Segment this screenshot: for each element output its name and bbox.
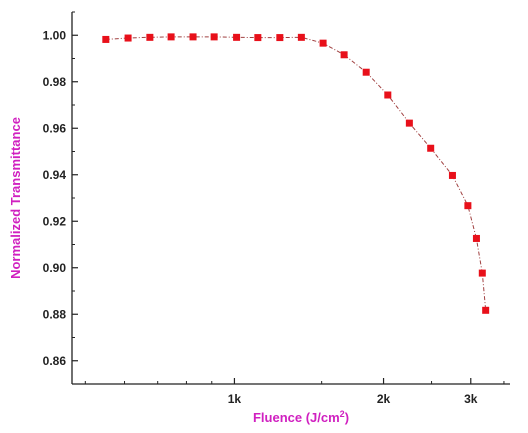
- x-tick-label: 1k: [228, 392, 242, 406]
- data-point: [233, 33, 241, 41]
- data-point: [102, 35, 110, 43]
- y-tick-label: 0.96: [43, 121, 67, 135]
- data-point: [297, 33, 305, 41]
- data-point: [210, 33, 218, 41]
- x-axis-title-main: Fluence (J/cm: [253, 410, 340, 425]
- data-point: [482, 306, 490, 314]
- data-point: [405, 119, 413, 127]
- y-tick-label: 0.86: [43, 354, 67, 368]
- data-point: [124, 34, 132, 42]
- y-axis-title: Normalized Transmittance: [8, 117, 23, 279]
- y-tick-label: 1.00: [43, 28, 67, 42]
- data-point: [472, 234, 480, 242]
- y-tick-label: 0.94: [43, 168, 67, 182]
- x-tick-label: 2k: [377, 392, 391, 406]
- y-tick-label: 0.90: [43, 261, 67, 275]
- data-point: [427, 144, 435, 152]
- data-point: [362, 68, 370, 76]
- series-line: [105, 36, 487, 311]
- y-tick-label: 0.92: [43, 214, 67, 228]
- x-axis-title-suffix: ): [345, 410, 349, 425]
- data-point: [189, 33, 197, 41]
- data-point: [254, 34, 262, 42]
- data-point: [340, 51, 348, 59]
- y-tick-label: 0.88: [43, 307, 67, 321]
- data-point: [478, 269, 486, 277]
- x-tick-label: 3k: [464, 392, 478, 406]
- data-point: [276, 34, 284, 42]
- data-point: [384, 91, 392, 99]
- data-point: [146, 33, 154, 41]
- data-point: [464, 202, 472, 210]
- y-tick-label: 0.98: [43, 75, 67, 89]
- data-point: [448, 171, 456, 179]
- x-axis-title-sup: 2: [340, 409, 345, 419]
- x-axis-title: Fluence (J/cm2): [253, 409, 349, 425]
- data-point: [319, 39, 327, 47]
- data-point: [167, 33, 175, 41]
- plot-area: 0.86 0.88 0.90 0.92 0.94 0.96 0.98 1.00 1k 2k 3k: [43, 11, 510, 406]
